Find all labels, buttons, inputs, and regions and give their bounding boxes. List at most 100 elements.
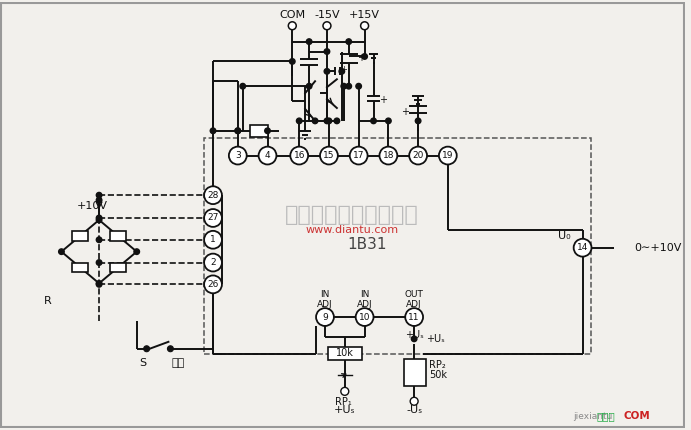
Circle shape	[96, 217, 102, 223]
Circle shape	[324, 118, 330, 124]
Text: IN
ADJ: IN ADJ	[357, 289, 372, 309]
Circle shape	[371, 118, 377, 124]
Circle shape	[204, 276, 222, 293]
Text: www.diantu.com: www.diantu.com	[305, 225, 398, 235]
Bar	[110, 263, 126, 273]
Circle shape	[341, 83, 347, 89]
Circle shape	[96, 260, 102, 265]
Circle shape	[204, 186, 222, 204]
Text: +: +	[401, 107, 409, 117]
Circle shape	[362, 54, 368, 59]
Text: 18: 18	[383, 151, 394, 160]
Text: RP₁: RP₁	[335, 397, 352, 407]
Circle shape	[290, 58, 295, 64]
Circle shape	[339, 68, 345, 74]
Circle shape	[59, 249, 64, 255]
Circle shape	[204, 231, 222, 249]
Circle shape	[316, 308, 334, 326]
Text: COM: COM	[624, 411, 650, 421]
Circle shape	[409, 147, 427, 164]
Bar	[328, 347, 361, 359]
Text: 11: 11	[408, 313, 420, 322]
Circle shape	[411, 336, 417, 341]
Circle shape	[235, 128, 240, 134]
Circle shape	[386, 118, 391, 124]
Text: U₀: U₀	[558, 231, 571, 241]
Circle shape	[204, 209, 222, 227]
Circle shape	[410, 397, 418, 405]
Text: 20: 20	[413, 151, 424, 160]
Text: +: +	[379, 95, 388, 105]
Circle shape	[324, 68, 330, 74]
Circle shape	[167, 346, 173, 352]
Circle shape	[96, 197, 102, 203]
Circle shape	[356, 83, 361, 89]
Text: S: S	[139, 358, 146, 368]
Text: 苏州将睽科技有限公司: 苏州将睽科技有限公司	[285, 205, 419, 225]
Circle shape	[415, 118, 421, 124]
Circle shape	[235, 128, 240, 134]
Text: +: +	[341, 65, 348, 74]
Circle shape	[379, 147, 397, 164]
Circle shape	[96, 237, 102, 243]
Text: IN
ADJ: IN ADJ	[317, 289, 333, 309]
Text: +: +	[357, 53, 365, 64]
Text: COM: COM	[279, 10, 305, 20]
Circle shape	[356, 308, 374, 326]
Text: 16: 16	[294, 151, 305, 160]
Circle shape	[361, 22, 368, 30]
Text: OUT
ADJ: OUT ADJ	[405, 289, 424, 309]
Circle shape	[258, 147, 276, 164]
Circle shape	[204, 254, 222, 271]
Text: 3: 3	[235, 151, 240, 160]
Circle shape	[350, 147, 368, 164]
Text: 1: 1	[210, 235, 216, 244]
Circle shape	[306, 83, 312, 89]
Text: 4: 4	[265, 151, 270, 160]
Text: +Uₛ: +Uₛ	[334, 405, 356, 415]
Bar	[73, 263, 88, 273]
Text: +Uₛ: +Uₛ	[426, 334, 445, 344]
Text: RP₂: RP₂	[429, 359, 446, 370]
Circle shape	[405, 308, 423, 326]
Text: 1B31: 1B31	[347, 237, 386, 252]
Text: +10V: +10V	[77, 201, 108, 211]
Text: 接线图: 接线图	[597, 411, 616, 421]
Circle shape	[96, 281, 102, 286]
Circle shape	[334, 118, 340, 124]
Circle shape	[96, 215, 102, 221]
Bar	[73, 231, 88, 241]
Text: +Uₛ: +Uₛ	[405, 330, 424, 340]
Text: 17: 17	[353, 151, 364, 160]
Text: +15V: +15V	[349, 10, 380, 20]
Circle shape	[346, 83, 352, 89]
Circle shape	[574, 239, 591, 257]
Circle shape	[288, 22, 296, 30]
Text: 校准: 校准	[172, 358, 185, 368]
Circle shape	[96, 282, 102, 287]
Circle shape	[320, 147, 338, 164]
Text: -15V: -15V	[314, 10, 340, 20]
Text: 2: 2	[210, 258, 216, 267]
Text: 15: 15	[323, 151, 334, 160]
Circle shape	[346, 39, 352, 44]
Text: -Uₛ: -Uₛ	[406, 405, 422, 415]
Text: 50k: 50k	[429, 369, 447, 380]
Text: jiexiantu: jiexiantu	[573, 412, 612, 421]
Circle shape	[144, 346, 150, 352]
Circle shape	[96, 192, 102, 198]
Bar	[110, 231, 126, 241]
Circle shape	[324, 49, 330, 54]
Circle shape	[439, 147, 457, 164]
Bar	[404, 359, 426, 387]
Text: 19: 19	[442, 151, 453, 160]
Circle shape	[306, 39, 312, 44]
Circle shape	[210, 128, 216, 134]
Text: 0∼+10V: 0∼+10V	[634, 243, 681, 253]
Circle shape	[229, 147, 247, 164]
Text: R: R	[44, 296, 51, 306]
Circle shape	[265, 128, 270, 134]
Circle shape	[290, 147, 308, 164]
Text: 26: 26	[207, 280, 219, 289]
Circle shape	[134, 249, 140, 255]
